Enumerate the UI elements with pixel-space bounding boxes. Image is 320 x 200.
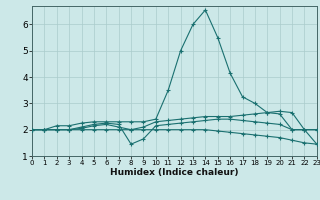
X-axis label: Humidex (Indice chaleur): Humidex (Indice chaleur) [110, 168, 239, 177]
